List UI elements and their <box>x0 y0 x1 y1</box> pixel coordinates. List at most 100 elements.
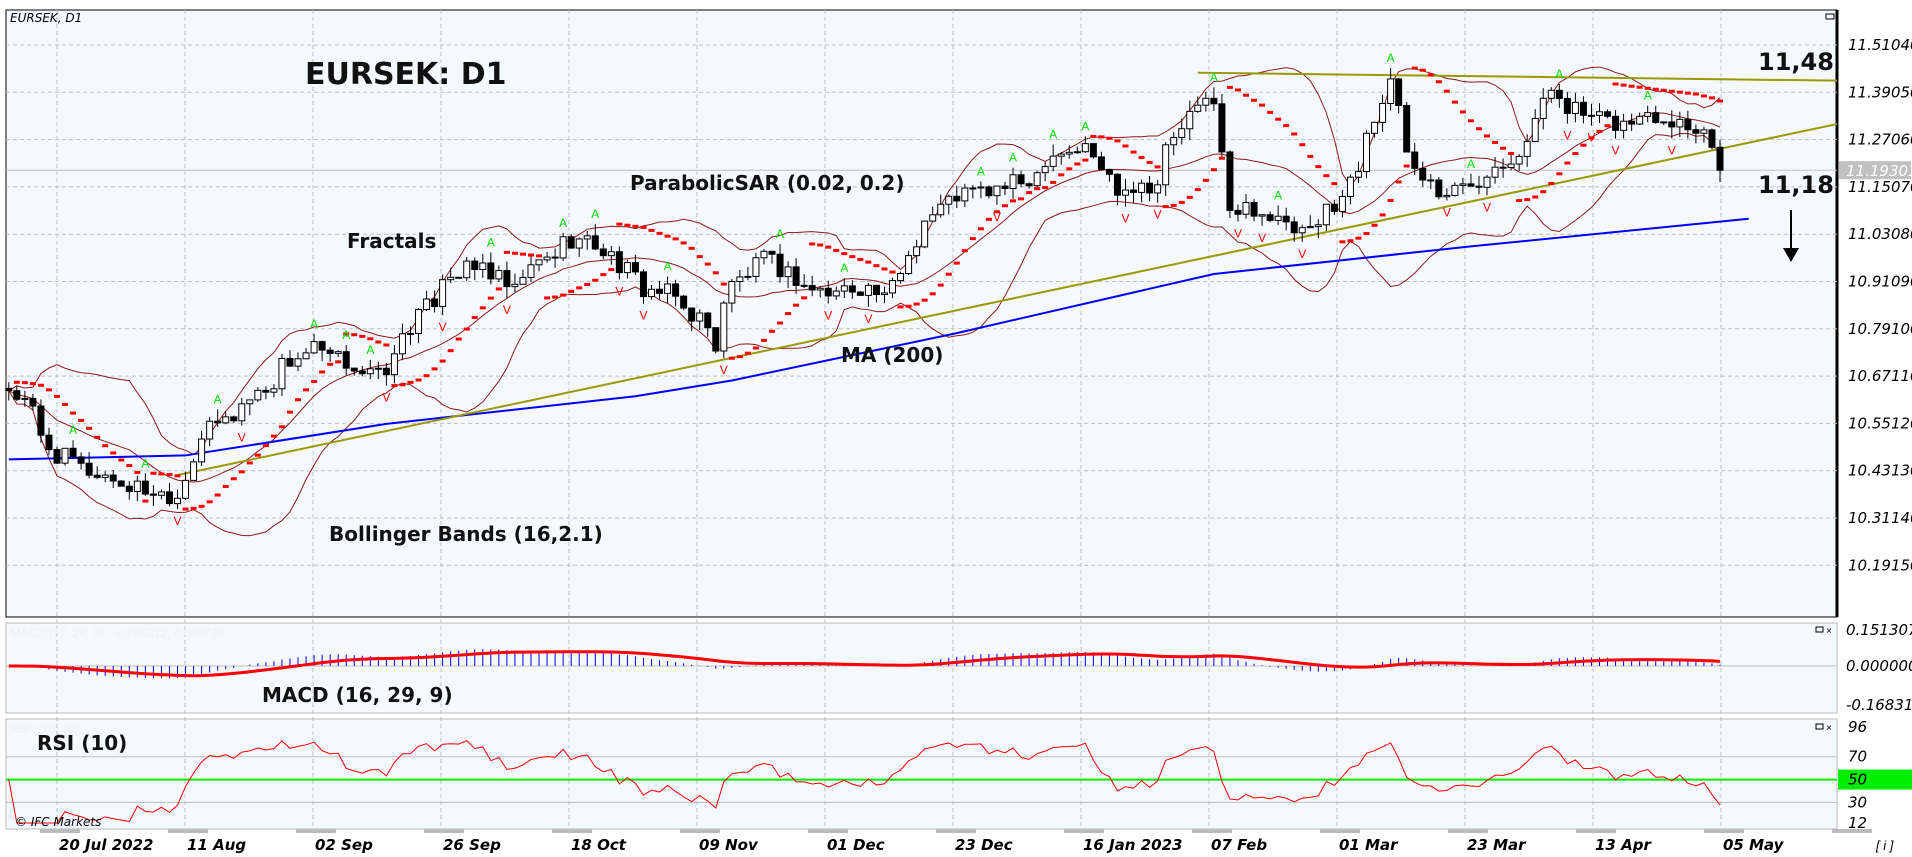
fractal-up-icon: A <box>310 317 318 331</box>
parabolic-sar-dot <box>503 250 510 254</box>
candle <box>1033 172 1041 187</box>
close-macd-icon[interactable]: × <box>1826 626 1832 637</box>
parabolic-sar-dot <box>696 255 703 259</box>
parabolic-sar-dot <box>327 362 334 366</box>
parabolic-sar-dot <box>45 388 52 392</box>
parabolic-sar-dot <box>238 470 245 474</box>
parabolic-sar-dot <box>536 254 543 258</box>
candle <box>1620 120 1628 131</box>
parabolic-sar-dot <box>728 356 735 360</box>
parabolic-sar-dot <box>1138 156 1145 160</box>
candle <box>374 367 382 370</box>
candle <box>406 332 414 335</box>
candle <box>961 187 969 202</box>
candle <box>415 308 423 334</box>
candle <box>230 416 238 422</box>
price-tick-label: 10.55120 <box>1848 414 1912 432</box>
candle <box>1354 171 1362 178</box>
maximize-macd-icon[interactable] <box>1815 626 1824 633</box>
close-rsi-icon[interactable]: × <box>1826 723 1832 734</box>
candle <box>527 264 535 278</box>
annotation-fractals: Fractals <box>347 229 436 253</box>
parabolic-sar-dot <box>335 360 342 364</box>
candle <box>487 262 495 280</box>
candle <box>149 493 157 496</box>
candle <box>1363 132 1371 173</box>
parabolic-sar-dot <box>158 472 165 476</box>
parabolic-sar-dot <box>1540 190 1547 194</box>
parabolic-sar-dot <box>1331 182 1338 186</box>
candle <box>1218 103 1226 153</box>
price-tick-label: 11.51040 <box>1848 36 1912 54</box>
candle <box>1459 183 1467 186</box>
parabolic-sar-dot <box>511 251 518 255</box>
date-tick-label: 01 Dec <box>827 836 885 854</box>
parabolic-sar-dot <box>463 327 470 331</box>
candle <box>535 259 543 266</box>
parabolic-sar-dot <box>1130 150 1137 154</box>
candle <box>1097 156 1105 170</box>
maximize-main-icon[interactable] <box>1825 13 1835 20</box>
scrollbar-segment <box>1448 829 1488 833</box>
parabolic-sar-dot <box>110 451 117 455</box>
parabolic-sar-dot <box>21 381 28 385</box>
parabolic-sar-dot <box>1355 236 1362 240</box>
parabolic-sar-dot <box>206 500 213 504</box>
parabolic-sar-dot <box>969 237 976 241</box>
candle <box>664 283 672 294</box>
parabolic-sar-dot <box>704 262 711 266</box>
candle <box>270 388 278 393</box>
fractal-down-icon: V <box>439 320 447 334</box>
candle <box>583 235 591 240</box>
fractal-up-icon: A <box>1644 89 1652 103</box>
parabolic-sar-dot <box>632 224 639 228</box>
parabolic-sar-dot <box>1098 135 1105 139</box>
parabolic-sar-dot <box>905 304 912 308</box>
parabolic-sar-dot <box>1564 161 1571 165</box>
fractal-down-icon: V <box>639 309 647 323</box>
candle <box>1708 129 1716 148</box>
candle <box>1491 166 1499 178</box>
parabolic-sar-dot <box>222 484 229 488</box>
candle <box>318 341 326 351</box>
maximize-rsi-icon[interactable] <box>1815 723 1824 730</box>
parabolic-sar-dot <box>190 506 197 510</box>
candle <box>471 260 479 270</box>
candle <box>93 474 101 478</box>
parabolic-sar-dot <box>640 225 647 229</box>
parabolic-sar-dot <box>1026 191 1033 195</box>
main-panel <box>5 9 1838 618</box>
scroll-indicator[interactable]: [ i ] <box>1875 838 1894 853</box>
candle <box>1065 151 1073 155</box>
candle <box>776 253 784 278</box>
parabolic-sar-dot <box>865 260 872 264</box>
candle <box>1571 101 1579 114</box>
scrollbar-segment <box>552 829 592 833</box>
parabolic-sar-dot <box>62 403 69 407</box>
candle <box>1475 185 1483 188</box>
parabolic-sar-dot <box>785 312 792 316</box>
candle <box>680 295 688 309</box>
scrollbar-segment <box>296 829 336 833</box>
parabolic-sar-dot <box>833 248 840 252</box>
candle <box>423 298 431 310</box>
parabolic-sar-dot <box>1484 134 1491 138</box>
candle <box>816 287 824 291</box>
candle <box>1138 182 1146 193</box>
candle <box>1676 118 1684 128</box>
candle <box>937 203 945 216</box>
parabolic-sar-dot <box>736 355 743 359</box>
candle <box>1346 176 1354 197</box>
parabolic-sar-dot <box>608 268 615 272</box>
candle <box>567 236 575 249</box>
fractal-down-icon: V <box>1298 247 1306 261</box>
candle <box>503 270 511 288</box>
candle <box>551 256 559 259</box>
candle <box>431 298 439 307</box>
parabolic-sar-dot <box>1604 124 1611 128</box>
parabolic-sar-dot <box>1074 162 1081 166</box>
candle <box>479 262 487 270</box>
parabolic-sar-dot <box>1307 154 1314 158</box>
price-tick-label: 10.43130 <box>1848 462 1912 480</box>
